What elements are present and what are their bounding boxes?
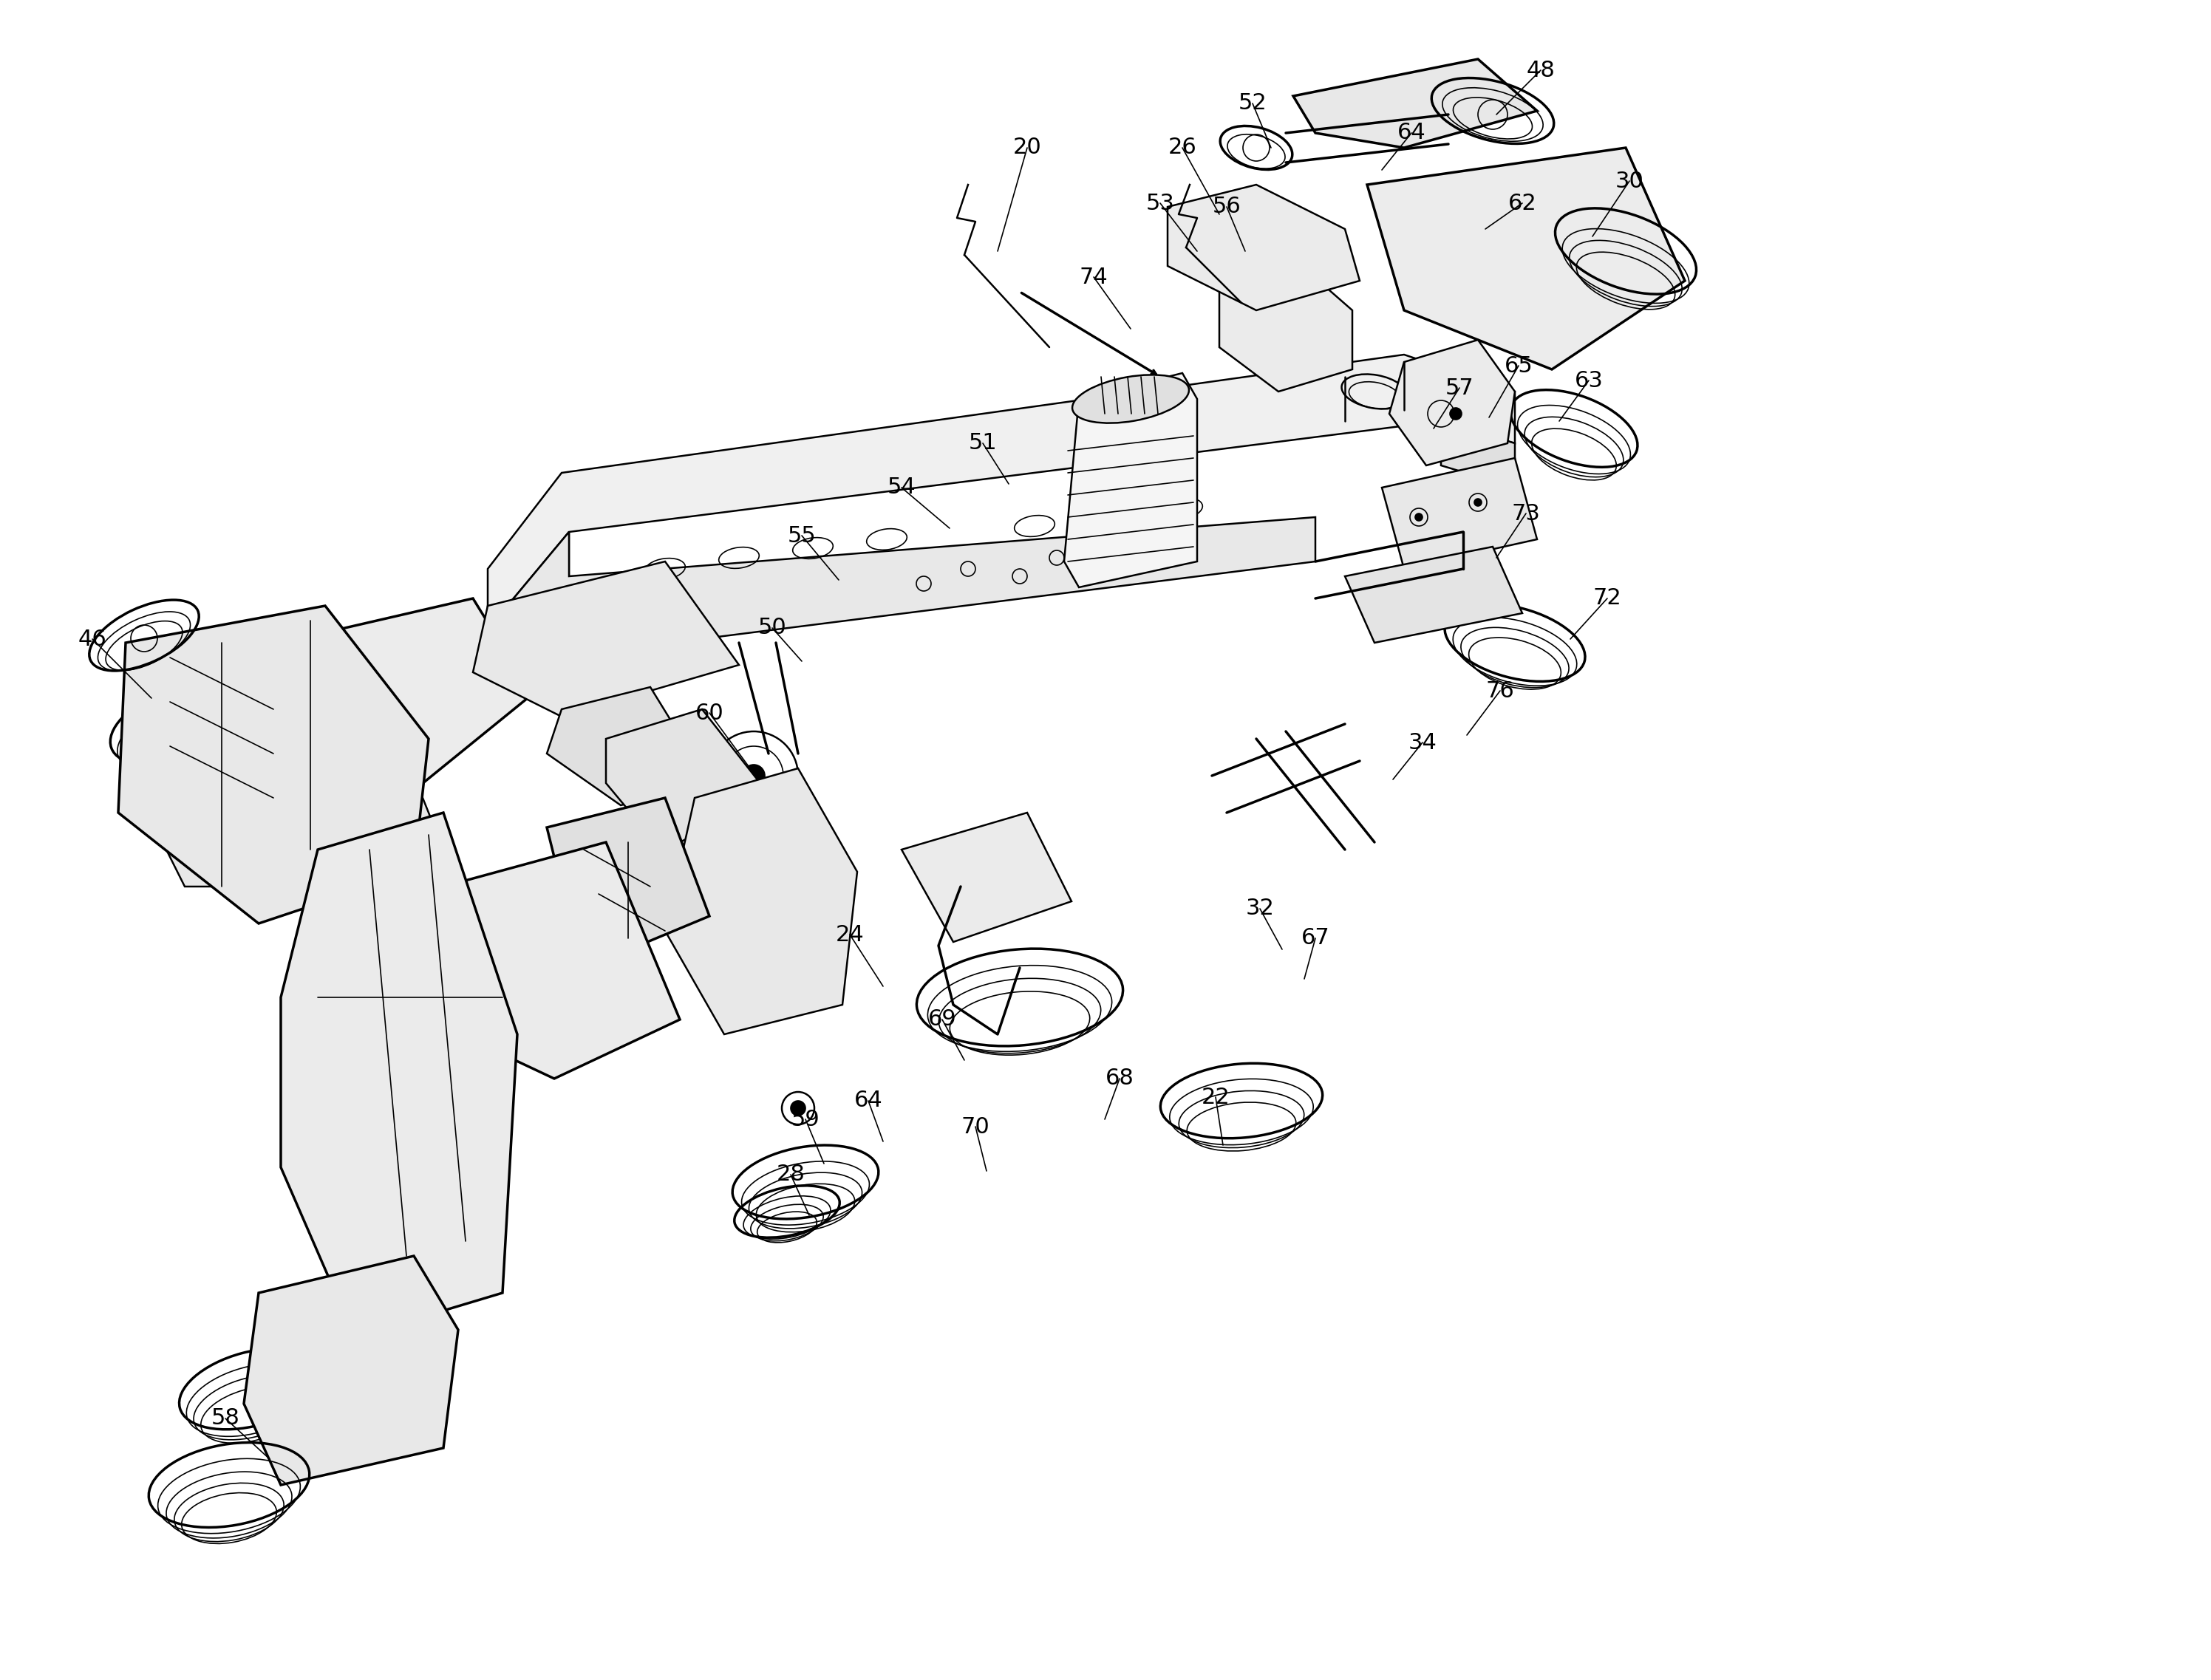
Text: 65: 65 (1503, 354, 1532, 376)
Text: 32: 32 (1245, 899, 1274, 919)
Polygon shape (133, 739, 458, 887)
Polygon shape (495, 517, 1316, 665)
Circle shape (792, 1100, 805, 1116)
Polygon shape (473, 561, 738, 717)
Text: 22: 22 (1201, 1087, 1229, 1107)
Text: 28: 28 (776, 1164, 805, 1186)
Text: 56: 56 (1212, 197, 1240, 218)
Circle shape (743, 764, 765, 786)
Text: 53: 53 (1145, 193, 1174, 213)
Text: 68: 68 (1106, 1068, 1134, 1089)
Text: 74: 74 (1079, 267, 1108, 287)
Text: 69: 69 (929, 1008, 957, 1030)
Circle shape (1450, 408, 1461, 420)
Polygon shape (1366, 148, 1685, 370)
Text: 58: 58 (210, 1408, 239, 1430)
Polygon shape (117, 606, 429, 924)
Polygon shape (546, 687, 710, 805)
Text: 34: 34 (1408, 732, 1437, 753)
Text: 50: 50 (758, 617, 787, 638)
Polygon shape (1293, 59, 1537, 148)
Polygon shape (489, 354, 1515, 620)
Text: 20: 20 (1013, 138, 1041, 158)
Text: 67: 67 (1300, 927, 1329, 949)
Text: 24: 24 (836, 924, 865, 946)
Polygon shape (1167, 185, 1360, 311)
Polygon shape (606, 709, 783, 850)
Text: 62: 62 (1508, 193, 1537, 213)
Text: 26: 26 (1167, 138, 1196, 158)
Polygon shape (489, 533, 568, 665)
Text: 30: 30 (1614, 170, 1643, 192)
Text: 54: 54 (887, 477, 915, 499)
Text: 63: 63 (1574, 370, 1603, 391)
Text: 64: 64 (853, 1090, 882, 1112)
Polygon shape (1389, 339, 1515, 465)
Text: 60: 60 (694, 702, 723, 724)
Polygon shape (1382, 459, 1537, 570)
Polygon shape (1063, 373, 1196, 588)
Text: 72: 72 (1592, 588, 1621, 610)
Ellipse shape (1072, 375, 1190, 423)
Circle shape (1475, 499, 1481, 506)
Polygon shape (259, 598, 533, 791)
Polygon shape (281, 813, 517, 1337)
Polygon shape (546, 798, 710, 953)
Text: 57: 57 (1446, 376, 1475, 398)
Circle shape (1415, 514, 1422, 521)
Text: 70: 70 (962, 1116, 991, 1137)
Polygon shape (1344, 546, 1523, 643)
Text: 48: 48 (1526, 59, 1554, 81)
Text: 55: 55 (787, 524, 816, 546)
Polygon shape (243, 1257, 458, 1485)
Text: 52: 52 (1238, 92, 1267, 114)
Polygon shape (1218, 259, 1353, 391)
Polygon shape (666, 768, 858, 1035)
Text: 73: 73 (1512, 502, 1541, 524)
Text: 59: 59 (792, 1109, 820, 1131)
Polygon shape (902, 813, 1072, 942)
Polygon shape (1442, 422, 1515, 487)
Text: 46: 46 (77, 628, 106, 650)
Text: 51: 51 (968, 432, 997, 454)
Polygon shape (429, 842, 679, 1079)
Text: 76: 76 (1486, 680, 1515, 702)
Text: 64: 64 (1397, 123, 1426, 144)
